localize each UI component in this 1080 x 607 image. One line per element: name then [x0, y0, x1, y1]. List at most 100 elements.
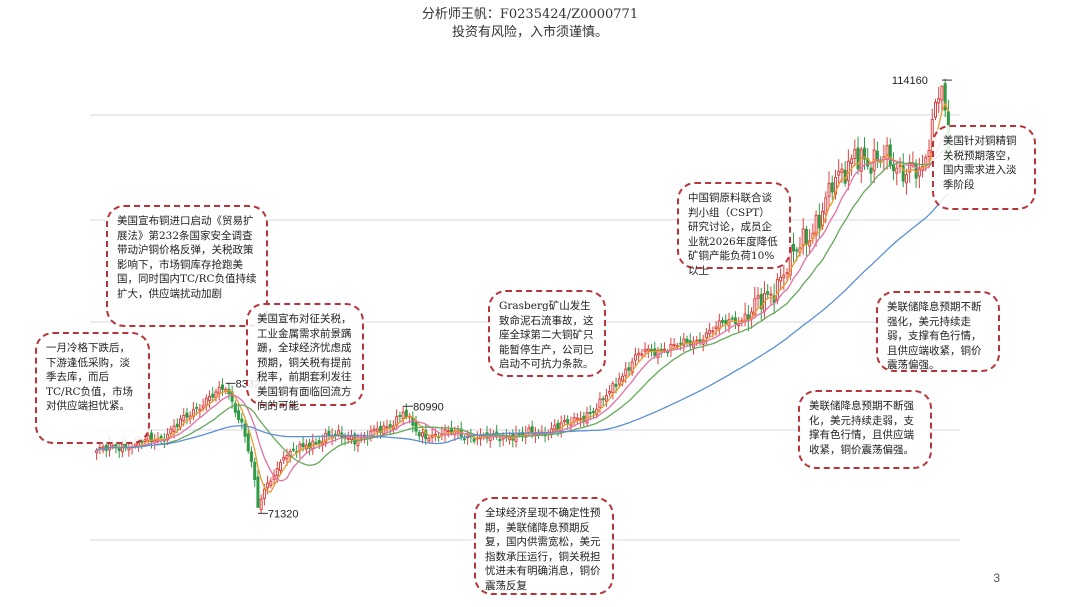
- candle-body: [104, 444, 108, 451]
- candle-body: [646, 348, 650, 352]
- candle-body: [527, 427, 531, 434]
- candle-body: [795, 249, 799, 252]
- candle-body: [317, 440, 321, 444]
- annotation-us232: 美国宣布铜进口启动《贸易扩展法》第232条国家安全调查带动沪铜价格反弹，关税政策…: [106, 205, 268, 327]
- annotation-grasberg: Grasberg矿山发生致命泥石流事故，这座全球第二大铜矿只能暂停生产，公司已启…: [488, 290, 606, 377]
- candle-body: [892, 163, 896, 172]
- candle-body: [553, 424, 557, 430]
- candle-body: [908, 162, 912, 173]
- candle-body: [375, 428, 379, 432]
- candle-body: [704, 332, 708, 339]
- candle-body: [679, 342, 683, 345]
- candle-body: [275, 468, 279, 476]
- candle-body: [462, 438, 466, 441]
- candle-body: [640, 353, 644, 356]
- annotation-jan: 一月冷格下跌后，下游逢低采购，淡季去库，而后TC/RC负值，市场对供应端担忧紧。: [35, 332, 150, 444]
- candle-body: [853, 149, 857, 160]
- candle-body: [911, 162, 915, 166]
- candle-body: [420, 432, 424, 437]
- candle-body: [759, 293, 763, 310]
- candle-body: [575, 417, 579, 420]
- candle-body: [769, 293, 773, 296]
- candle-body: [724, 320, 728, 324]
- candle-body: [472, 438, 476, 442]
- candle-body: [414, 422, 418, 432]
- candle-body: [149, 432, 153, 443]
- candle-body: [208, 395, 212, 402]
- candle-body: [730, 317, 734, 320]
- candle-body: [446, 430, 450, 433]
- candle-body: [830, 182, 834, 193]
- candle-body: [937, 98, 941, 104]
- candle-body: [604, 395, 608, 402]
- candle-body: [682, 338, 686, 346]
- candle-body: [172, 425, 176, 432]
- candle-body: [108, 443, 112, 451]
- candle-body: [614, 384, 618, 387]
- annotation-fed: 美联储降息预期不断强化，美元持续走弱，支撑有色行情，且供应端收紧，铜价震荡偏强。: [876, 291, 1000, 372]
- candle-body: [182, 415, 186, 422]
- candle-body: [308, 442, 312, 449]
- candle-body: [169, 428, 173, 434]
- candle-body: [817, 214, 821, 229]
- candle-body: [256, 476, 260, 508]
- price-label-80990: 80990: [413, 401, 444, 413]
- candle-body: [346, 437, 350, 440]
- candle-body: [185, 412, 189, 418]
- annotation-fed2: 美联储降息预期不断强化，美元持续走弱，支撑有色行情，且供应端收紧，铜价震荡偏强。: [798, 390, 932, 469]
- candle-body: [927, 149, 931, 157]
- candle-body: [266, 482, 270, 489]
- candle-body: [556, 422, 560, 430]
- header: 分析师王帆：F0235424/Z0000771 投资有风险，入市须谨慎。: [0, 6, 1080, 42]
- candle-body: [262, 488, 266, 499]
- candle-body: [753, 298, 757, 315]
- candle-body: [721, 320, 725, 323]
- candle-body: [940, 85, 944, 101]
- candle-body: [869, 167, 873, 174]
- candle-body: [672, 344, 676, 347]
- candle-body: [630, 361, 634, 374]
- candle-body: [624, 368, 628, 377]
- candle-body: [175, 423, 179, 428]
- candle-body: [933, 101, 937, 118]
- candle-body: [279, 461, 283, 471]
- candle-body: [159, 435, 163, 439]
- candle-body: [195, 406, 199, 409]
- candle-body: [133, 443, 137, 446]
- candle-body: [285, 455, 289, 460]
- candle-body: [708, 329, 712, 335]
- candle-body: [924, 156, 928, 166]
- candle-body: [253, 461, 257, 480]
- candle-body: [801, 228, 805, 247]
- candle-body: [901, 164, 905, 182]
- candle-body: [566, 419, 570, 424]
- ma-long-line: [96, 148, 949, 467]
- candle-body: [198, 408, 202, 412]
- candle-body: [633, 354, 637, 361]
- candle-body: [237, 410, 241, 420]
- candle-body: [637, 352, 641, 356]
- candle-body: [779, 276, 783, 282]
- candle-body: [269, 480, 273, 486]
- candle-body: [211, 393, 215, 398]
- candle-body: [888, 144, 892, 167]
- candle-body: [220, 384, 224, 390]
- candle-body: [301, 442, 305, 448]
- candle-body: [327, 430, 331, 437]
- candle-body: [917, 167, 921, 177]
- annotation-cspt: 中国铜原料联合谈判小组（CSPT）研究讨论，成员企业就2026年度降低矿铜产能负…: [677, 182, 791, 277]
- candle-body: [249, 451, 253, 462]
- candle-body: [685, 338, 689, 344]
- candle-body: [562, 419, 566, 423]
- candle-body: [588, 412, 592, 415]
- candle-body: [643, 348, 647, 353]
- candle-body: [372, 428, 376, 432]
- candles: [95, 78, 950, 514]
- candle-body: [814, 214, 818, 236]
- candle-body: [598, 398, 602, 409]
- price-label-114160: 114160: [892, 75, 928, 87]
- candle-body: [711, 330, 715, 333]
- candle-body: [246, 433, 250, 452]
- candle-body: [385, 426, 389, 429]
- candle-body: [827, 183, 831, 197]
